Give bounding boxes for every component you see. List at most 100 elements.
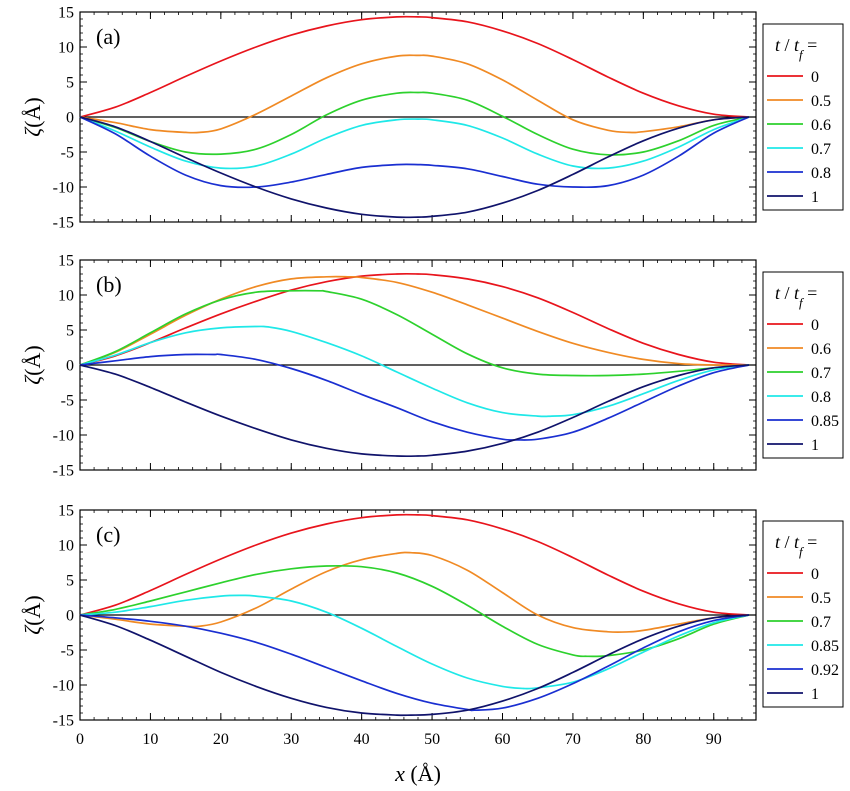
y-axis-title-unit: (Å) [20, 97, 45, 128]
y-tick-label: -15 [53, 215, 74, 232]
y-tick-label: -5 [61, 393, 74, 410]
legend-title-tf: t [794, 532, 800, 552]
series-line-0 [79, 513, 750, 616]
series-line-0 [79, 272, 750, 366]
series-line-0.8 [79, 325, 750, 418]
y-axis-title: ζ(Å) [20, 97, 45, 136]
series-line-0.5 [79, 54, 750, 134]
y-tick-label: 10 [58, 40, 74, 57]
y-tick-label: 15 [58, 5, 74, 22]
legend-entry-label: 0.6 [811, 117, 831, 134]
y-tick-label: -5 [61, 643, 74, 660]
legend-box [762, 23, 844, 211]
x-tick-label: 50 [424, 731, 440, 748]
y-tick-label: -10 [53, 428, 74, 445]
y-tick-label: -10 [53, 678, 74, 695]
panel-tag: (c) [96, 522, 120, 547]
legend-title: t / tf = [775, 532, 817, 559]
y-tick-label: 15 [58, 503, 74, 520]
y-axis-title-var: ζ [20, 624, 45, 635]
legend-title-t: t [775, 532, 781, 552]
legend-entry-label: 1 [811, 437, 819, 454]
legend-entry-label: 0.85 [811, 638, 839, 655]
legend-title-slash: / [780, 532, 794, 552]
series-line-0.7 [79, 289, 750, 377]
legend-title-t: t [775, 283, 781, 303]
legend-title-eq: = [803, 532, 818, 552]
series-line-0.85 [79, 594, 750, 690]
series-line-1 [79, 614, 750, 717]
y-axis-title-unit: (Å) [20, 345, 45, 376]
y-axis-title-var: ζ [20, 126, 45, 137]
y-tick-label: -15 [53, 463, 74, 480]
x-tick-label: 70 [565, 731, 581, 748]
legend-title-tf: t [794, 35, 800, 55]
legend-title-tf: t [794, 283, 800, 303]
legend-entry-label: 0 [811, 69, 819, 86]
y-tick-label: -15 [53, 713, 74, 730]
series-line-0.6 [79, 275, 749, 366]
legend-entry-label: 1 [811, 686, 819, 703]
legend-entry-label: 0.7 [811, 141, 831, 158]
series-line-0.5 [79, 551, 750, 634]
legend: t / tf =00.50.60.70.81 [762, 23, 844, 211]
panel-3: 0 10 20 30 40 50 60 70 80 90151050-5-10-15(c)ζ(Å)… [20, 503, 844, 748]
series-line-0.7 [79, 116, 750, 170]
legend-title-eq: = [803, 283, 818, 303]
series-line-0.6 [79, 91, 750, 156]
legend: t / tf =00.50.70.850.921 [762, 520, 844, 708]
legend-entry-label: 1 [811, 189, 819, 206]
panel-tag: (b) [96, 272, 122, 297]
y-axis-title-var: ζ [20, 374, 45, 385]
x-axis-title-var: x [394, 761, 405, 786]
legend-entry-label: 0.6 [811, 341, 831, 358]
series-line-0.92 [79, 614, 750, 712]
legend-box [762, 271, 844, 459]
x-tick-label: 90 [706, 731, 722, 748]
y-tick-label: 0 [66, 608, 74, 625]
legend-title-sub: f [799, 47, 805, 62]
legend-title-t: t [775, 35, 781, 55]
series-line-0.7 [79, 564, 750, 658]
legend-entry-label: 0.7 [811, 614, 831, 631]
legend-entry-label: 0.5 [811, 93, 831, 110]
legend-title-sub: f [799, 544, 805, 559]
legend-entry-label: 0.5 [811, 590, 831, 607]
legend-title-sub: f [799, 295, 805, 310]
series-line-0 [79, 15, 750, 118]
legend-entry-label: 0 [811, 566, 819, 583]
x-tick-label: 20 [213, 731, 229, 748]
y-tick-label: -10 [53, 180, 74, 197]
series-line-0.8 [79, 116, 750, 189]
series-line-0.85 [79, 353, 750, 441]
x-axis-title: x (Å) [394, 761, 441, 786]
legend-entry-label: 0 [811, 317, 819, 334]
legend-title: t / tf = [775, 35, 817, 62]
series-line-1 [79, 364, 750, 458]
legend-entry-label: 0.8 [811, 389, 831, 406]
y-axis-title: ζ(Å) [20, 345, 45, 384]
legend-entry-label: 0.7 [811, 365, 831, 382]
y-axis-title-unit: (Å) [20, 595, 45, 626]
legend-entry-label: 0.85 [811, 413, 839, 430]
x-tick-label: 60 [495, 731, 511, 748]
legend-box [762, 520, 844, 708]
y-tick-label: 5 [66, 573, 74, 590]
x-axis-title-unit: (Å) [405, 761, 441, 786]
y-tick-label: 0 [66, 358, 74, 375]
y-tick-label: 10 [58, 538, 74, 555]
legend-entry-label: 0.92 [811, 662, 839, 679]
y-tick-label: 0 [66, 110, 74, 127]
legend-title-slash: / [780, 283, 794, 303]
y-axis-title: ζ(Å) [20, 595, 45, 634]
y-tick-label: -5 [61, 145, 74, 162]
x-tick-label: 30 [283, 731, 299, 748]
y-tick-label: 10 [58, 288, 74, 305]
series-line-1 [79, 116, 750, 219]
y-tick-label: 5 [66, 75, 74, 92]
x-tick-label: 10 [142, 731, 158, 748]
